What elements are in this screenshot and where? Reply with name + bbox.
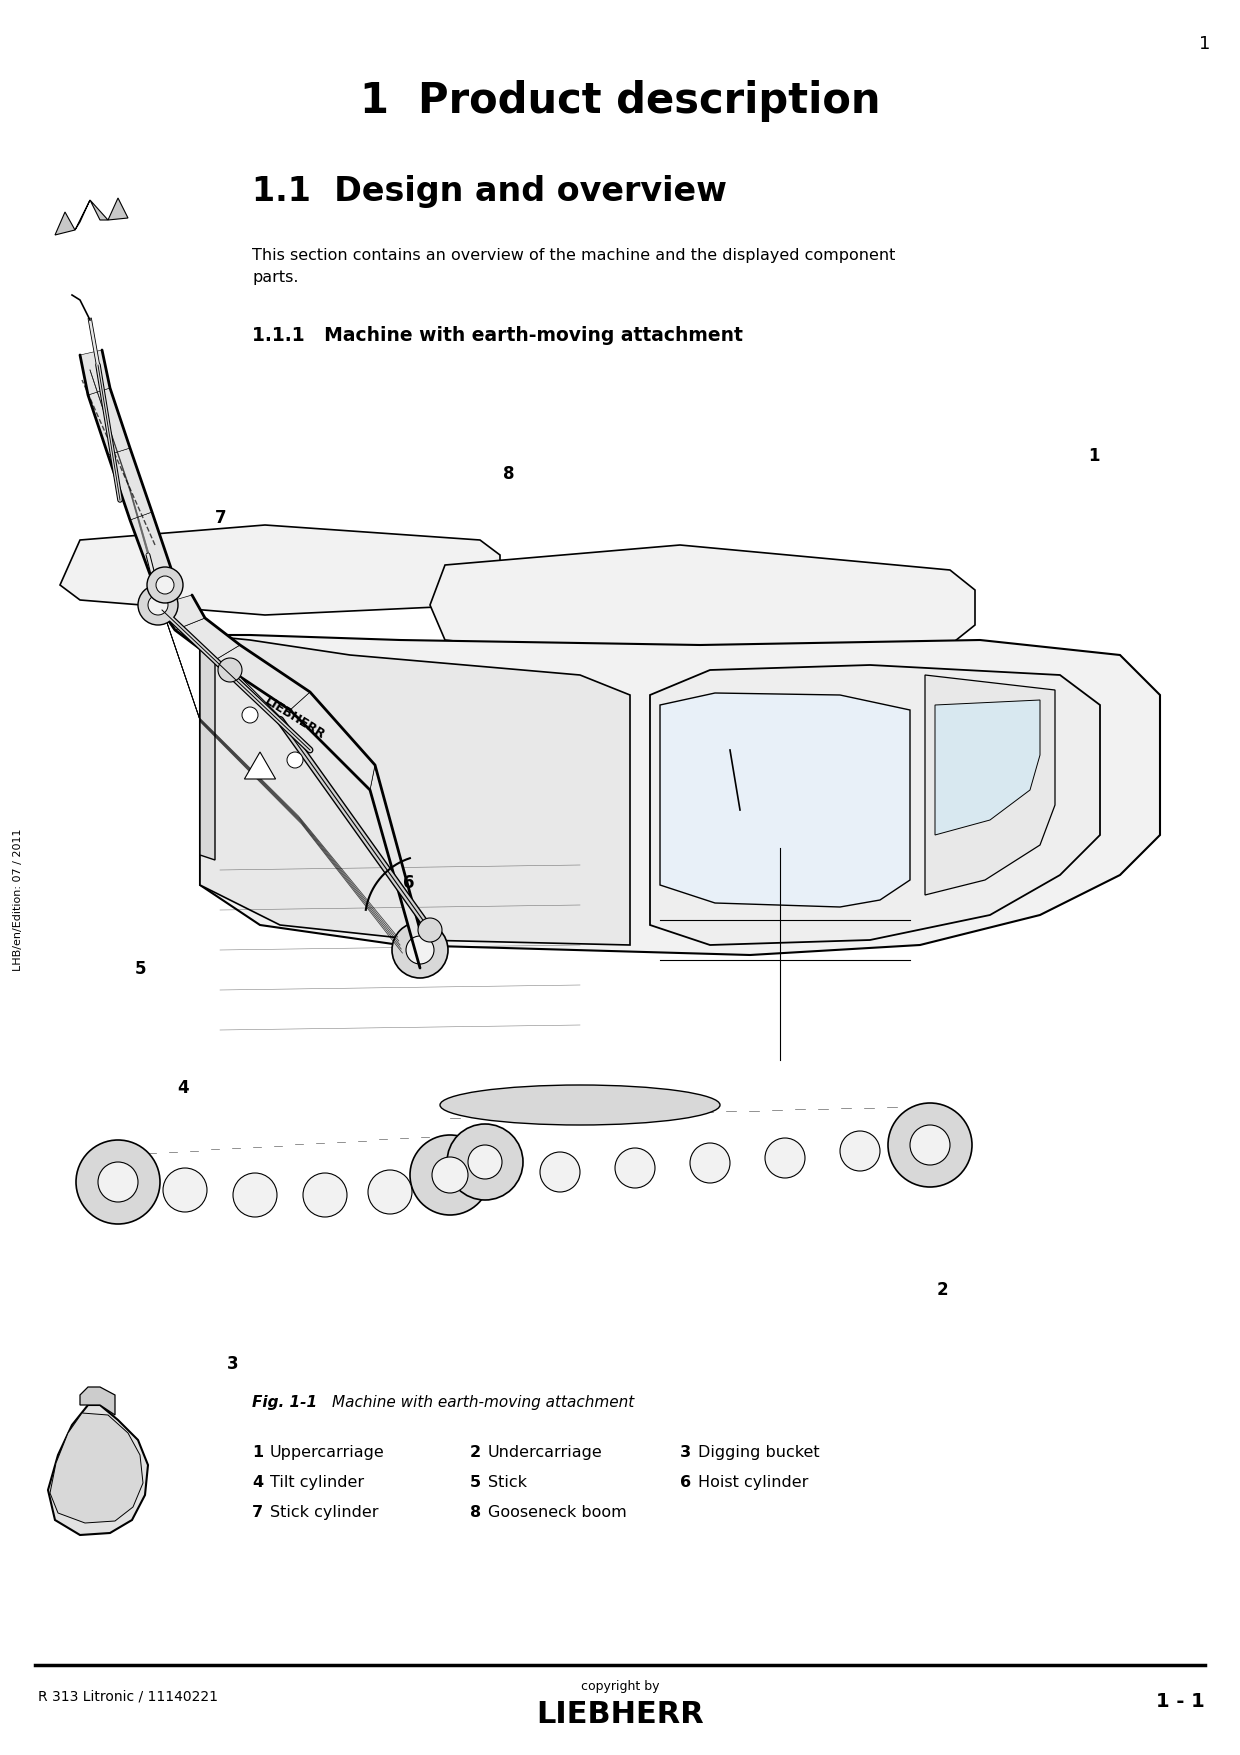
Polygon shape — [108, 448, 153, 519]
Polygon shape — [200, 635, 1159, 955]
Text: 2: 2 — [470, 1444, 481, 1460]
Circle shape — [615, 1148, 655, 1188]
Polygon shape — [130, 512, 175, 588]
Circle shape — [392, 921, 448, 978]
Text: 4: 4 — [252, 1474, 263, 1490]
Text: 5: 5 — [134, 960, 146, 978]
Polygon shape — [157, 595, 205, 630]
Circle shape — [286, 751, 303, 769]
Circle shape — [98, 1162, 138, 1202]
Text: This section contains an overview of the machine and the displayed component: This section contains an overview of the… — [252, 247, 895, 263]
Circle shape — [242, 707, 258, 723]
Circle shape — [303, 1172, 347, 1216]
Circle shape — [76, 1141, 160, 1223]
Text: 5: 5 — [470, 1474, 481, 1490]
Text: 1: 1 — [1199, 35, 1210, 53]
Ellipse shape — [440, 1085, 720, 1125]
Polygon shape — [91, 200, 108, 219]
Text: Gooseneck boom: Gooseneck boom — [489, 1506, 626, 1520]
Text: 1  Product description: 1 Product description — [360, 81, 880, 123]
Polygon shape — [81, 1386, 115, 1415]
Text: LHB/en/Edition: 07 / 2011: LHB/en/Edition: 07 / 2011 — [12, 828, 24, 971]
Circle shape — [138, 584, 179, 625]
Text: Stick: Stick — [489, 1474, 527, 1490]
Text: Tilt cylinder: Tilt cylinder — [270, 1474, 365, 1490]
Polygon shape — [48, 1406, 148, 1536]
Circle shape — [162, 1169, 207, 1213]
Polygon shape — [215, 646, 310, 711]
Polygon shape — [50, 1413, 143, 1523]
Circle shape — [368, 1171, 412, 1214]
Polygon shape — [925, 676, 1055, 895]
Circle shape — [418, 918, 441, 942]
Polygon shape — [81, 349, 110, 395]
Text: 2: 2 — [936, 1281, 949, 1299]
Circle shape — [148, 567, 184, 604]
Polygon shape — [55, 212, 74, 235]
Circle shape — [432, 1157, 467, 1193]
Polygon shape — [290, 691, 374, 790]
Text: 1 - 1: 1 - 1 — [1156, 1692, 1205, 1711]
Circle shape — [233, 1172, 277, 1216]
Text: 4: 4 — [177, 1079, 190, 1097]
Polygon shape — [175, 618, 241, 660]
Polygon shape — [370, 765, 420, 969]
Circle shape — [156, 576, 174, 593]
Polygon shape — [430, 546, 975, 665]
Text: 1.1.1   Machine with earth-moving attachment: 1.1.1 Machine with earth-moving attachme… — [252, 326, 743, 346]
Text: 3: 3 — [680, 1444, 691, 1460]
Circle shape — [218, 658, 242, 683]
Polygon shape — [660, 693, 910, 907]
Circle shape — [148, 595, 167, 614]
Circle shape — [539, 1151, 580, 1192]
Text: 1: 1 — [252, 1444, 263, 1460]
Polygon shape — [60, 525, 500, 614]
Circle shape — [405, 935, 434, 963]
Polygon shape — [74, 200, 91, 230]
Text: Machine with earth-moving attachment: Machine with earth-moving attachment — [332, 1395, 634, 1409]
Circle shape — [689, 1143, 730, 1183]
Text: 7: 7 — [215, 509, 227, 526]
Text: Hoist cylinder: Hoist cylinder — [698, 1474, 808, 1490]
Polygon shape — [200, 635, 215, 860]
Circle shape — [910, 1125, 950, 1165]
Text: 1: 1 — [1087, 448, 1100, 465]
Circle shape — [410, 1135, 490, 1214]
Text: parts.: parts. — [252, 270, 299, 284]
Text: Digging bucket: Digging bucket — [698, 1444, 820, 1460]
Circle shape — [446, 1123, 523, 1200]
Text: Fig. 1-1: Fig. 1-1 — [252, 1395, 317, 1409]
Text: copyright by: copyright by — [580, 1680, 660, 1694]
Text: 8: 8 — [502, 465, 515, 483]
Text: LIEBHERR: LIEBHERR — [536, 1701, 704, 1729]
Polygon shape — [200, 635, 630, 944]
Text: Stick cylinder: Stick cylinder — [270, 1506, 378, 1520]
Circle shape — [839, 1130, 880, 1171]
Polygon shape — [88, 388, 130, 455]
Text: 3: 3 — [227, 1355, 239, 1372]
Text: 1.1  Design and overview: 1.1 Design and overview — [252, 176, 727, 209]
Circle shape — [467, 1144, 502, 1179]
Text: 7: 7 — [252, 1506, 263, 1520]
Polygon shape — [108, 198, 128, 219]
Text: Undercarriage: Undercarriage — [489, 1444, 603, 1460]
Text: 8: 8 — [470, 1506, 481, 1520]
Polygon shape — [935, 700, 1040, 835]
Text: 6: 6 — [403, 874, 415, 892]
Circle shape — [765, 1137, 805, 1178]
Polygon shape — [650, 665, 1100, 944]
Text: 6: 6 — [680, 1474, 691, 1490]
Circle shape — [888, 1102, 972, 1186]
Text: LIEBHERR: LIEBHERR — [263, 695, 327, 742]
Text: Uppercarriage: Uppercarriage — [270, 1444, 384, 1460]
Text: R 313 Litronic / 11140221: R 313 Litronic / 11140221 — [38, 1690, 218, 1704]
